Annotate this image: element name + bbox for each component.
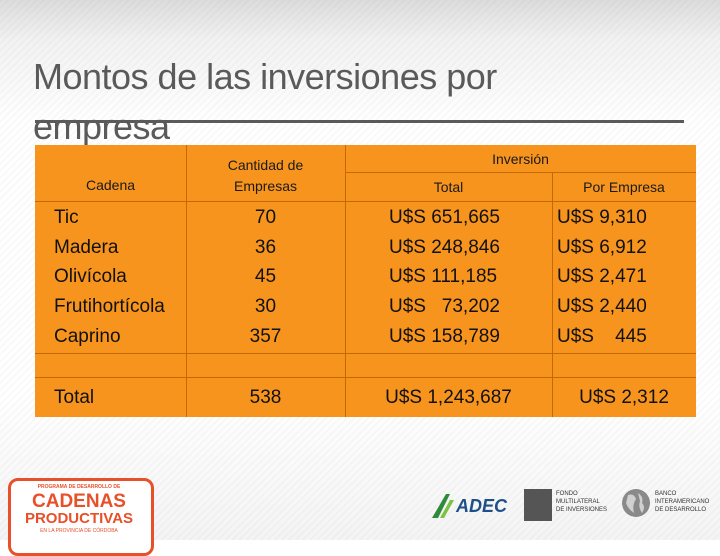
- fomin-logo: FONDO MULTILATERAL DE INVERSIONES: [524, 487, 614, 523]
- row-por-empresa: U$S 6,912: [557, 237, 647, 258]
- row-por-empresa: U$S 9,310: [557, 207, 647, 228]
- adec-logo: ADEC: [430, 492, 507, 522]
- table-divider: [35, 201, 696, 202]
- row-cadena: Olivícola: [54, 266, 127, 287]
- title-underline: [35, 120, 684, 123]
- header-inversion: Inversión: [492, 151, 549, 167]
- total-row-total: U$S 1,243,687: [385, 387, 512, 408]
- table-divider: [345, 172, 696, 173]
- total-row-cantidad: 538: [249, 387, 282, 408]
- adec-mark-icon: [432, 494, 454, 518]
- row-cadena: Tic: [54, 207, 79, 228]
- total-row-por-empresa: U$S 2,312: [579, 387, 669, 408]
- table-divider: [186, 145, 187, 417]
- fomin-line3: DE INVERSIONES: [556, 507, 608, 513]
- row-por-empresa: U$S 445: [557, 326, 647, 347]
- row-total: U$S 248,846: [389, 237, 500, 258]
- table-divider: [552, 172, 553, 417]
- header-cadena: Cadena: [85, 177, 136, 193]
- table-divider: [35, 377, 696, 378]
- investment-table: Cadena Cantidad de Empresas Inversión To…: [35, 145, 696, 417]
- logo-program-line1: PROGRAMA DE DESARROLLO DE: [37, 484, 121, 490]
- fomin-mark-icon: [524, 489, 552, 521]
- globe-icon: [622, 489, 650, 517]
- row-total: U$S 111,185: [389, 266, 498, 287]
- row-cadena: Madera: [54, 237, 119, 258]
- row-cantidad: 30: [254, 296, 277, 317]
- header-cantidad-line2: Empresas: [233, 178, 298, 194]
- logo-program-line4: EN LA PROVINCIA DE CÓRDOBA: [40, 528, 118, 534]
- row-total: U$S 73,202: [389, 296, 500, 317]
- table-divider: [35, 353, 696, 354]
- row-por-empresa: U$S 2,471: [557, 266, 647, 287]
- header-por-empresa: Por Empresa: [583, 179, 665, 195]
- fomin-line1: FONDO: [556, 491, 578, 497]
- table-divider: [345, 145, 346, 417]
- bid-line2: INTERAMERICANO: [655, 499, 710, 505]
- cadenas-productivas-logo: PROGRAMA DE DESARROLLO DE CADENAS PRODUC…: [0, 468, 154, 556]
- bid-logo: BANCO INTERAMERICANO DE DESARROLLO: [620, 487, 720, 523]
- row-cantidad: 45: [254, 266, 277, 287]
- logo-program-line3: PRODUCTIVAS: [24, 510, 134, 527]
- row-cadena: Frutihortícola: [54, 296, 165, 317]
- row-cantidad: 70: [254, 207, 277, 228]
- logo-program-line2: CADENAS: [32, 491, 126, 512]
- row-cantidad: 357: [249, 326, 282, 347]
- adec-text: ADEC: [456, 496, 508, 516]
- row-cadena: Caprino: [54, 326, 121, 347]
- row-total: U$S 158,789: [389, 326, 500, 347]
- row-por-empresa: U$S 2,440: [557, 296, 647, 317]
- slide-title: Montos de las inversiones por empresa: [33, 56, 497, 147]
- header-cantidad-line1: Cantidad de: [227, 157, 304, 173]
- total-row-label: Total: [54, 387, 95, 408]
- row-total: U$S 651,665: [389, 207, 500, 228]
- header-total: Total: [433, 179, 464, 195]
- row-cantidad: 36: [254, 237, 277, 258]
- bid-line3: DE DESARROLLO: [655, 507, 707, 513]
- fomin-line2: MULTILATERAL: [556, 499, 600, 505]
- bid-line1: BANCO: [655, 491, 677, 497]
